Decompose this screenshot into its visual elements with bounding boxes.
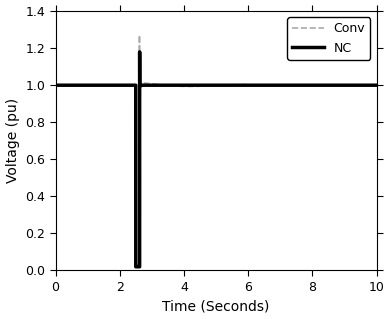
- NC: [137, 83, 142, 87]
- NC: [133, 265, 138, 269]
- Line: NC: NC: [55, 52, 376, 267]
- Conv: [137, 33, 142, 37]
- Conv: [53, 83, 58, 87]
- Y-axis label: Voltage (pu): Voltage (pu): [5, 98, 20, 183]
- NC: [137, 50, 142, 54]
- Conv: [134, 263, 138, 267]
- Conv: [175, 84, 179, 88]
- Conv: [148, 82, 152, 85]
- NC: [137, 83, 142, 87]
- Legend: Conv, NC: Conv, NC: [287, 17, 370, 60]
- Conv: [179, 84, 183, 88]
- NC: [133, 83, 138, 87]
- Conv: [374, 83, 379, 87]
- NC: [53, 83, 58, 87]
- NC: [137, 265, 142, 269]
- NC: [137, 265, 142, 269]
- Line: Conv: Conv: [55, 35, 376, 265]
- Conv: [220, 83, 225, 87]
- X-axis label: Time (Seconds): Time (Seconds): [162, 300, 270, 314]
- Conv: [159, 83, 163, 86]
- NC: [374, 83, 379, 87]
- NC: [133, 265, 138, 269]
- Conv: [202, 84, 206, 88]
